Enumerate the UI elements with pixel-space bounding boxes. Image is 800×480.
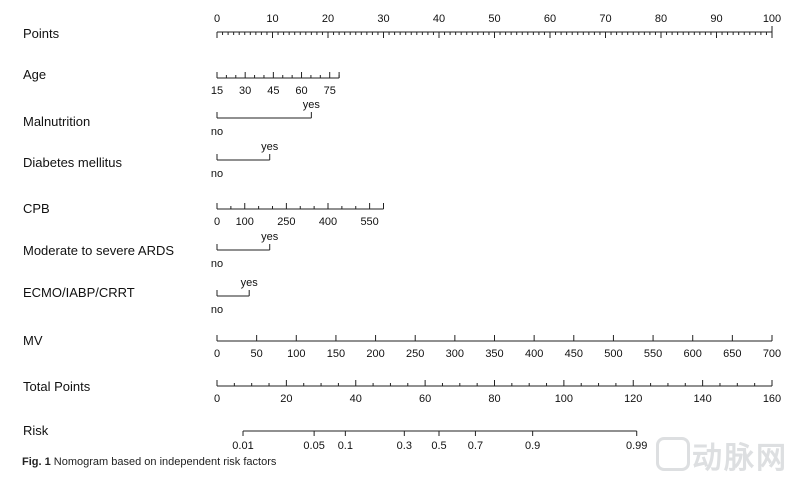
- level-label-no: no: [211, 258, 223, 270]
- tick-label: 15: [211, 85, 223, 97]
- variable-label-age: Age: [23, 67, 46, 82]
- tick-label: 45: [267, 85, 279, 97]
- tick-label: 30: [239, 85, 251, 97]
- watermark-text: 动脉网: [692, 441, 788, 476]
- tick-label: 60: [295, 85, 307, 97]
- axis-risk: Risk 0.01 0.05 0.1 0.3 0.5 0.7 0.9 0.99: [23, 423, 647, 452]
- variable-label-moderate-to-severe-ards: Moderate to severe ARDS: [23, 243, 174, 258]
- axis-ecmo-iabp-crrt: ECMO/IABP/CRRT no yes: [23, 277, 258, 316]
- tick-label: 0: [214, 348, 220, 360]
- variable-label-diabetes-mellitus: Diabetes mellitus: [23, 155, 122, 170]
- tick-label: 250: [406, 348, 424, 360]
- tick-label: 0: [214, 13, 220, 25]
- tick-label: 20: [280, 393, 292, 405]
- tick-label: 0.9: [525, 440, 540, 452]
- tick-label: 0.5: [431, 440, 446, 452]
- axis-age: Age 15 30 45 60 75: [23, 67, 340, 97]
- variable-label-ecmo-iabp-crrt: ECMO/IABP/CRRT: [23, 285, 135, 300]
- tick-label: 20: [322, 13, 334, 25]
- variable-label-cpb: CPB: [23, 201, 50, 216]
- tick-label: 650: [723, 348, 741, 360]
- tick-label: 0.99: [626, 440, 647, 452]
- tick-label: 80: [488, 393, 500, 405]
- tick-label: 550: [644, 348, 662, 360]
- caption-label: Fig. 1: [22, 456, 51, 468]
- tick-label: 70: [599, 13, 611, 25]
- axis-moderate-to-severe-ards: Moderate to severe ARDS no yes: [23, 231, 279, 270]
- tick-label: 60: [544, 13, 556, 25]
- axis-points: Points 0 10 20 30 40 50 60 70 80 90 100: [23, 13, 781, 41]
- axis-total-points: Total Points 0 20 40 60 80 100 120 140 160: [23, 379, 781, 405]
- tick-label: 60: [419, 393, 431, 405]
- tick-label: 160: [763, 393, 781, 405]
- tick-label: 120: [624, 393, 642, 405]
- variable-label-malnutrition: Malnutrition: [23, 114, 90, 129]
- level-label-yes: yes: [261, 141, 279, 153]
- tick-label: 200: [366, 348, 384, 360]
- tick-label: 0.1: [338, 440, 353, 452]
- tick-label: 250: [277, 216, 295, 228]
- watermark: 动脉网: [656, 433, 796, 476]
- level-label-yes: yes: [241, 277, 259, 289]
- tick-label: 140: [693, 393, 711, 405]
- tick-label: 0: [214, 216, 220, 228]
- tick-label: 550: [360, 216, 378, 228]
- tick-label: 50: [488, 13, 500, 25]
- tick-label: 350: [485, 348, 503, 360]
- tick-label: 0: [214, 393, 220, 405]
- level-label-yes: yes: [261, 231, 279, 243]
- tick-label: 700: [763, 348, 781, 360]
- tick-label: 450: [565, 348, 583, 360]
- tick-label: 100: [763, 13, 781, 25]
- level-label-no: no: [211, 168, 223, 180]
- tick-label: 400: [525, 348, 543, 360]
- axis-mv: MV 0 50 100 150 200 250 300 350 400 450 500 550 600 65…: [23, 333, 781, 360]
- tick-label: 75: [324, 85, 336, 97]
- tick-label: 600: [684, 348, 702, 360]
- tick-label: 50: [251, 348, 263, 360]
- tick-label: 400: [319, 216, 337, 228]
- tick-label: 90: [710, 13, 722, 25]
- axis-malnutrition: Malnutrition no yes: [23, 99, 320, 138]
- tick-label: 100: [287, 348, 305, 360]
- tick-label: 500: [604, 348, 622, 360]
- tick-label: 0.01: [232, 440, 253, 452]
- tick-label: 30: [377, 13, 389, 25]
- tick-label: 40: [433, 13, 445, 25]
- tick-label: 150: [327, 348, 345, 360]
- variable-label-mv: MV: [23, 333, 43, 348]
- variable-label-total-points: Total Points: [23, 379, 91, 394]
- level-label-yes: yes: [303, 99, 321, 111]
- axis-cpb: CPB 0 100 250 400 550: [23, 201, 384, 228]
- tick-label: 80: [655, 13, 667, 25]
- axis-diabetes-mellitus: Diabetes mellitus no yes: [23, 141, 279, 180]
- tick-label: 300: [446, 348, 464, 360]
- tick-label: 0.05: [303, 440, 324, 452]
- variable-label-risk: Risk: [23, 423, 49, 438]
- tick-label: 100: [555, 393, 573, 405]
- tick-label: 0.3: [397, 440, 412, 452]
- tick-label: 10: [266, 13, 278, 25]
- level-label-no: no: [211, 126, 223, 138]
- caption-text: Nomogram based on independent risk facto…: [53, 456, 277, 468]
- variable-label-points: Points: [23, 26, 60, 41]
- tick-label: 0.7: [468, 440, 483, 452]
- brand-logo-icon: [656, 437, 690, 471]
- level-label-no: no: [211, 304, 223, 316]
- tick-label: 40: [350, 393, 362, 405]
- figure-caption: Fig. 1 Nomogram based on independent ris…: [22, 456, 276, 468]
- tick-label: 100: [236, 216, 254, 228]
